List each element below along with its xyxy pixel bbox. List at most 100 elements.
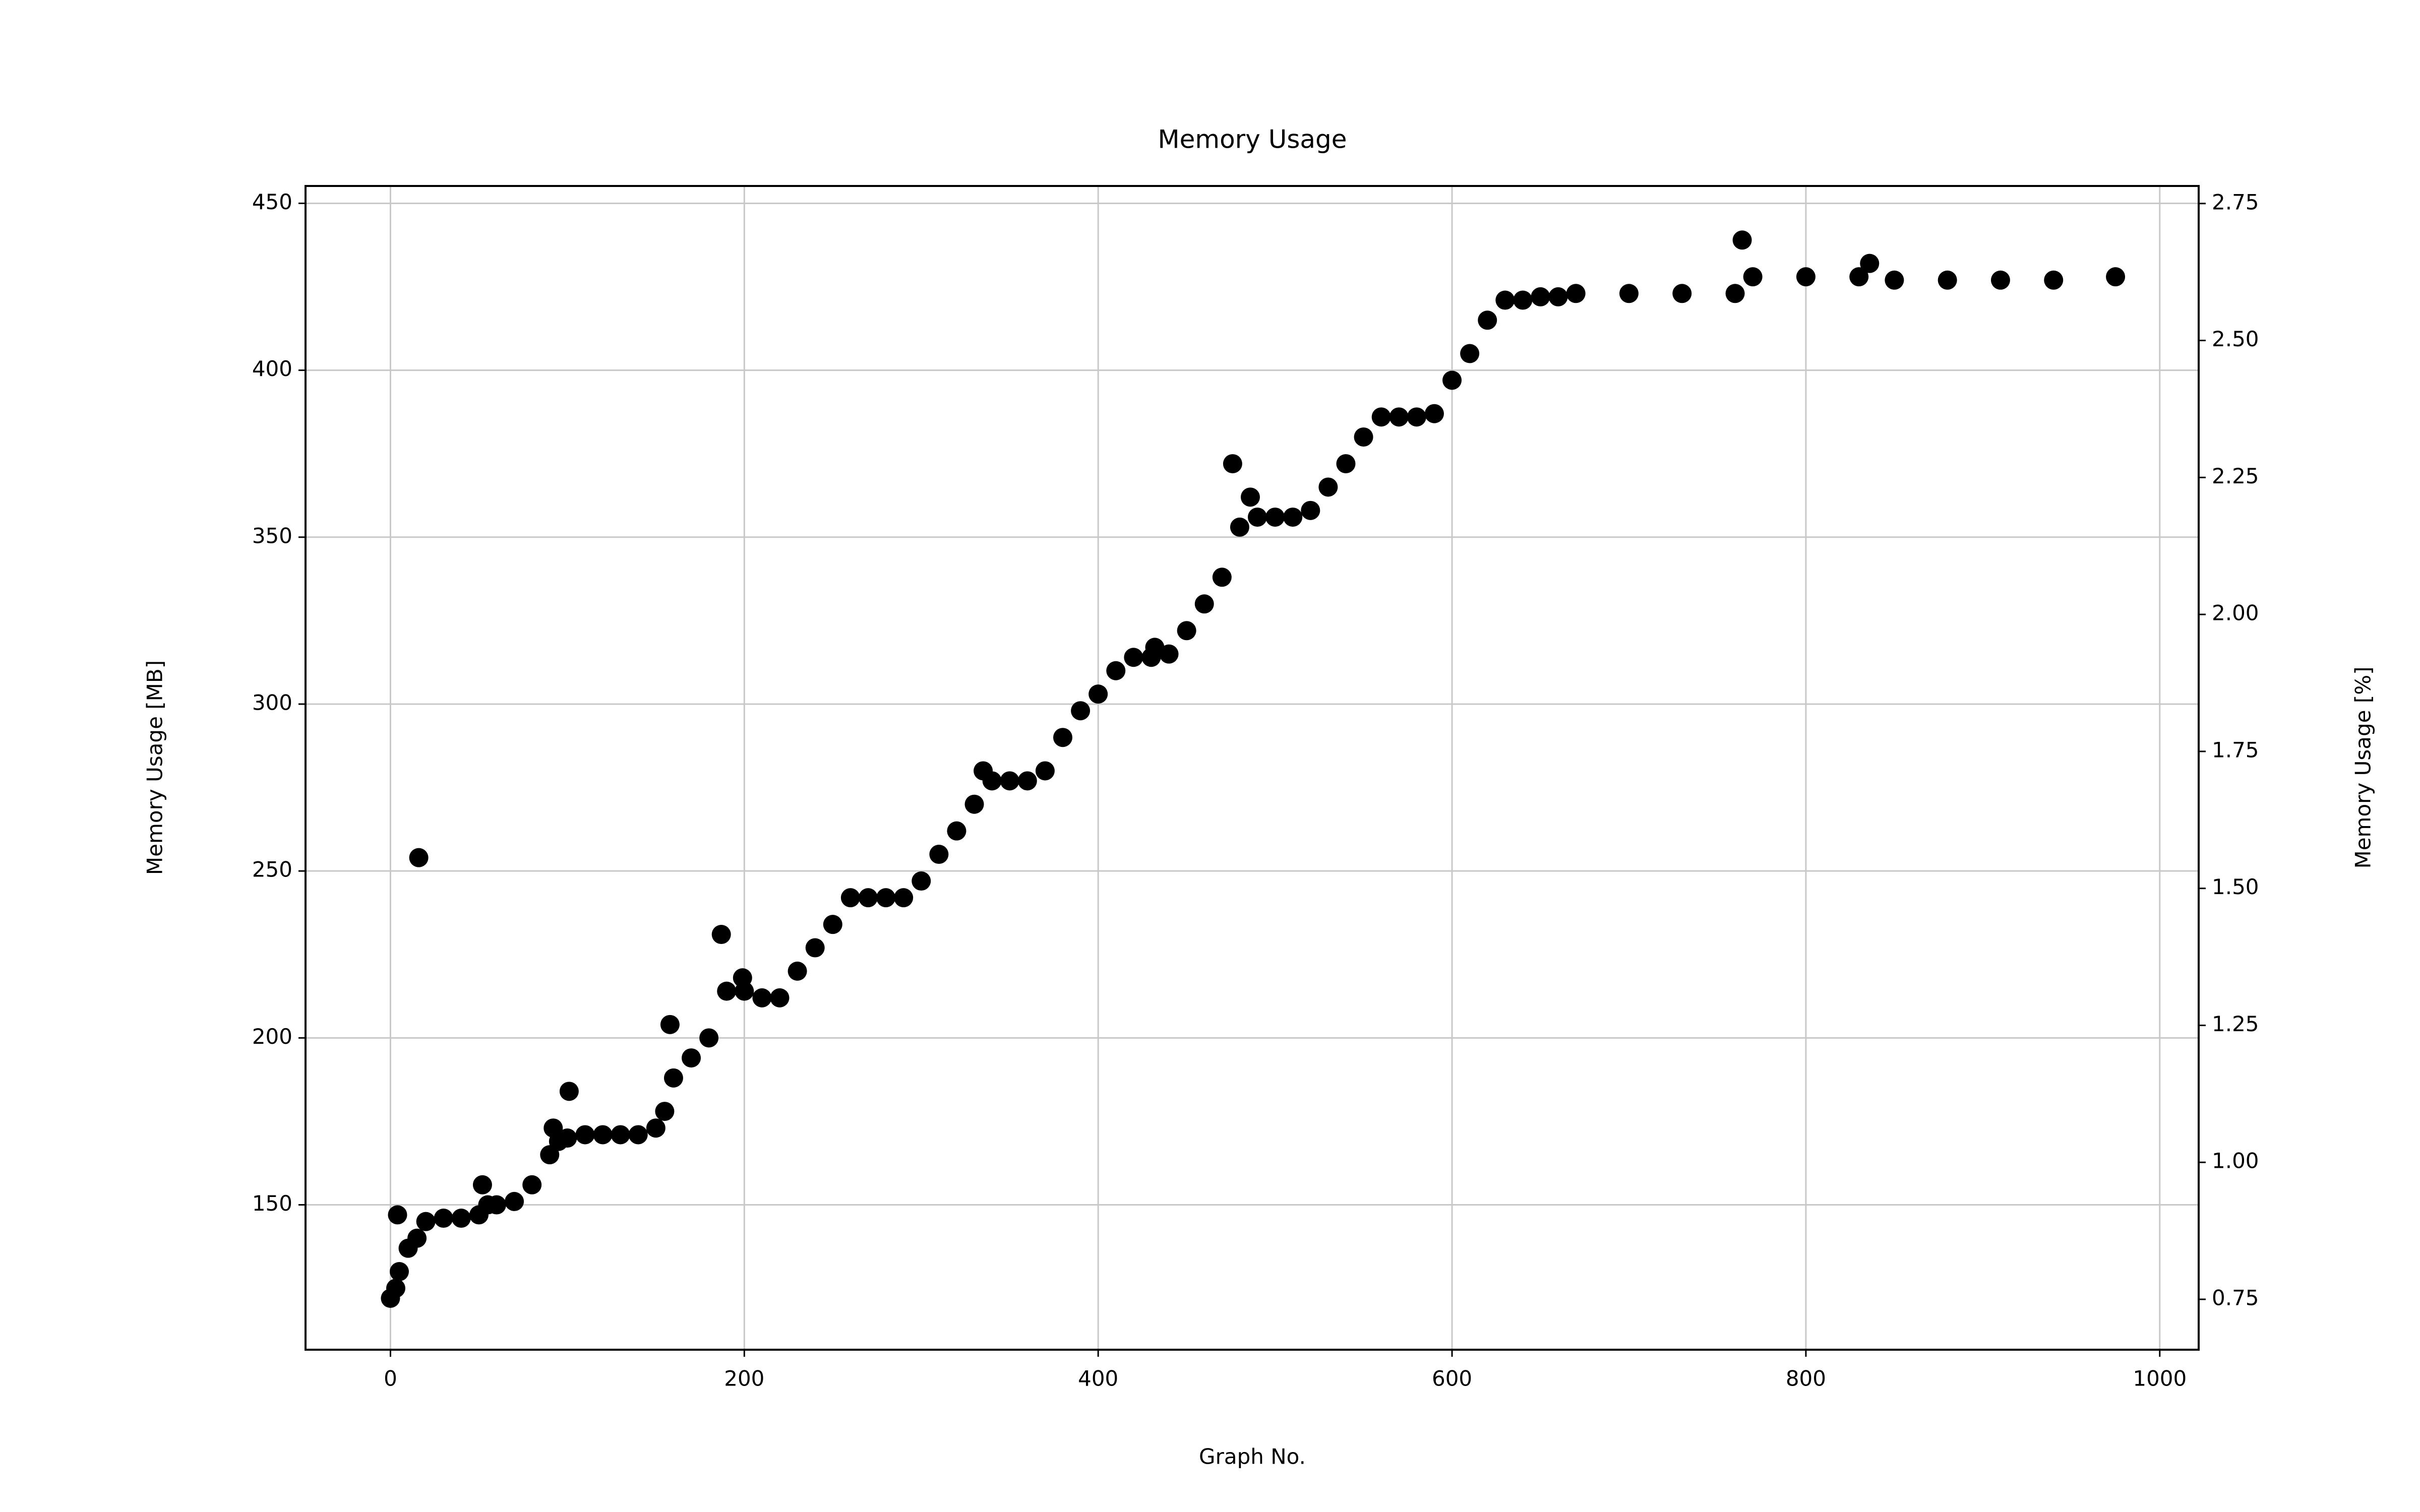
point: [912, 871, 931, 891]
y2-tick-label: 1.50: [2212, 874, 2259, 899]
point: [388, 1205, 407, 1225]
y2-tick-label: 2.50: [2212, 327, 2259, 351]
point: [660, 1015, 680, 1034]
y-tick-label: 150: [252, 1191, 292, 1216]
point: [1124, 648, 1143, 667]
point: [894, 888, 914, 908]
point: [1194, 594, 1214, 614]
point: [2106, 267, 2126, 287]
point: [982, 771, 1002, 791]
x-tick-label: 600: [1432, 1366, 1472, 1391]
y2-tick-label: 0.75: [2212, 1285, 2259, 1310]
y2-axis-label: Memory Usage [%]: [2351, 666, 2376, 868]
x-tick-label: 800: [1786, 1366, 1826, 1391]
point: [929, 845, 949, 864]
point: [805, 938, 825, 958]
point: [1743, 267, 1763, 287]
point: [788, 961, 807, 981]
point: [409, 848, 429, 867]
point: [858, 888, 878, 908]
point: [1017, 771, 1037, 791]
point: [1725, 284, 1745, 303]
point: [1442, 370, 1462, 390]
y-tick-label: 350: [252, 523, 292, 548]
point: [1885, 270, 1904, 290]
point: [876, 888, 896, 908]
point: [1177, 621, 1196, 641]
point: [386, 1279, 405, 1298]
point: [663, 1068, 683, 1088]
point: [407, 1228, 427, 1248]
point: [1159, 644, 1179, 664]
chart-title: Memory Usage: [1158, 125, 1347, 154]
point: [682, 1048, 701, 1068]
point: [575, 1125, 595, 1145]
point: [1672, 284, 1692, 303]
point: [1336, 454, 1356, 474]
point: [1354, 427, 1373, 447]
x-axis-label: Graph No.: [1199, 1444, 1306, 1469]
point: [1513, 290, 1533, 310]
point: [505, 1191, 524, 1211]
y2-tick-label: 2.00: [2212, 601, 2259, 625]
point: [434, 1209, 453, 1228]
y2-tick-label: 2.75: [2212, 190, 2259, 214]
point: [1860, 254, 1880, 273]
point: [1424, 404, 1444, 423]
point: [1212, 568, 1232, 587]
point: [1478, 310, 1497, 330]
point: [451, 1209, 471, 1228]
y2-tick-label: 1.00: [2212, 1149, 2259, 1173]
point: [1053, 728, 1072, 747]
point: [1548, 287, 1568, 306]
point: [711, 925, 731, 944]
point: [1248, 508, 1267, 527]
point: [1531, 287, 1550, 306]
point: [964, 794, 984, 814]
y-tick-label: 200: [252, 1024, 292, 1049]
x-tick-label: 0: [384, 1366, 397, 1391]
x-tick-label: 400: [1078, 1366, 1118, 1391]
point: [752, 988, 772, 1007]
point: [646, 1118, 666, 1138]
point: [611, 1125, 630, 1145]
point: [735, 981, 754, 1001]
y-tick-label: 450: [252, 190, 292, 214]
point: [1990, 270, 2010, 290]
point: [487, 1195, 507, 1215]
point: [1619, 284, 1639, 303]
y2-tick-label: 1.25: [2212, 1012, 2259, 1036]
point: [1265, 508, 1285, 527]
point: [593, 1125, 613, 1145]
point: [1106, 661, 1126, 680]
point: [1000, 771, 1019, 791]
point: [1732, 230, 1752, 250]
y-tick-label: 400: [252, 356, 292, 381]
point: [1495, 290, 1515, 310]
x-tick-label: 1000: [2133, 1366, 2187, 1391]
point: [699, 1028, 719, 1048]
point: [717, 981, 737, 1001]
plot-frame: [305, 185, 2200, 1351]
y2-tick-label: 2.25: [2212, 464, 2259, 488]
point: [472, 1175, 492, 1194]
y2-tick-label: 1.75: [2212, 737, 2259, 762]
point: [1230, 517, 1249, 537]
point: [823, 915, 842, 934]
point: [1460, 344, 1480, 363]
point: [416, 1212, 436, 1231]
point: [1371, 407, 1391, 427]
point: [628, 1125, 648, 1145]
point: [1035, 761, 1055, 781]
point: [558, 1128, 577, 1148]
point: [1938, 270, 1957, 290]
point: [1071, 701, 1091, 721]
x-tick-label: 200: [724, 1366, 764, 1391]
point: [522, 1175, 542, 1194]
point: [1796, 267, 1816, 287]
point: [389, 1262, 409, 1282]
point: [840, 888, 860, 908]
point: [1849, 267, 1869, 287]
point: [1088, 684, 1108, 704]
